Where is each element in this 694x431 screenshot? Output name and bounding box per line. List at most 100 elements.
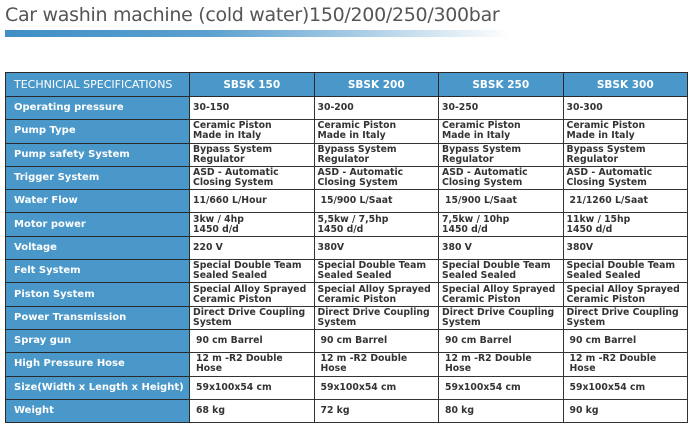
table-row: Power Transmission Direct Drive Coupling … [5,305,688,330]
spec-cell: Special Double Team Sealed Sealed [562,259,688,284]
spec-cell-line: Special Double Team [442,260,551,272]
spec-cell-line: Closing System [442,177,523,189]
spec-cell: 3kw / 4hp 1450 d/d [189,212,315,237]
spec-cell: 90 cm Barrel [438,328,564,354]
spec-cell: Special Double Team Sealed Sealed [189,259,315,284]
spec-cell-line: 21/1260 L/Saat [569,195,648,207]
spec-cell-line: 59x100x54 cm [196,381,272,393]
page-title: Car washin machine (cold water)150/200/2… [5,4,500,26]
spec-cell: 380 V [438,235,564,261]
spec-cell-line: ASD - Automatic [317,167,404,179]
spec-cell: Bypass System Regulator [562,142,688,167]
spec-cell-line: Sealed Sealed [566,270,641,282]
spec-cell-line: 380V [566,241,594,253]
spec-cell: 30-250 [438,95,564,121]
row-label: Spray gun [5,328,190,354]
spec-cell: Bypass System Regulator [313,142,439,167]
spec-cell: 11/660 L/Hour [189,189,315,214]
spec-cell-line: 90 cm Barrel [569,335,637,347]
spec-cell-line: Ceramic Piston [317,120,397,132]
row-label: Water Flow [5,189,190,214]
row-label: Size(Width x Length x Height) [5,375,190,400]
spec-cell-line: Bypass System [317,143,397,155]
spec-cell: 7,5kw / 10hp 1450 d/d [438,212,564,237]
table-row: Size(Width x Length x Height) 59x100x54 c… [5,375,688,400]
spec-cell-line: 220 V [193,241,223,253]
spec-cell-line: Made in Italy [193,130,262,142]
spec-cell-line: Bypass System [442,143,522,155]
spec-cell: Direct Drive Coupling System [313,305,439,330]
spec-cell: 59x100x54 cm [313,375,439,400]
spec-cell-line: 1450 d/d [193,223,239,235]
spec-cell: Special Double Team Sealed Sealed [313,259,439,284]
spec-cell: 15/900 L/Saat [313,189,439,214]
spec-cell-line: Special Alloy Sprayed [317,283,431,295]
spec-cell-line: Direct Drive Coupling System [442,306,555,328]
spec-cell-line: Special Double Team [566,260,676,272]
table-row: Spray gun 90 cm Barrel 90 cm Barrel 90 cm B… [5,328,688,354]
spec-cell-line: 12 m -R2 Double Hose [445,353,532,375]
spec-cell: Ceramic Piston Made in Italy [438,119,564,144]
spec-cell-line: 7,5kw / 10hp [442,213,510,225]
spec-cell-line: Regulator [317,153,370,165]
row-label: Voltage [5,235,190,261]
header-specifications: TECHNICIAL SPECIFICATIONS [5,72,190,97]
spec-cell: Ceramic Piston Made in Italy [562,119,688,144]
spec-cell-line: ASD - Automatic [566,167,653,179]
spec-cell-line: 90 cm Barrel [196,335,263,347]
spec-cell-line: Special Double Team [317,260,427,272]
table-row: Pump Type Ceramic Piston Made in Italy Cera… [5,119,688,144]
spec-table: TECHNICIAL SPECIFICATIONS SBSK 150 SBSK … [5,72,688,424]
spec-cell-line: Ceramic Piston [193,120,272,132]
spec-cell-line: Special Alloy Sprayed [193,283,307,295]
spec-cell-line: 59x100x54 cm [569,381,646,393]
spec-cell-line: Regulator [442,153,494,165]
spec-cell-line: 15/900 L/Saat [320,195,393,207]
spec-cell-line: 1450 d/d [317,223,364,235]
spec-cell: 380V [562,235,688,261]
spec-cell: Special Alloy Sprayed Ceramic Piston [189,282,315,307]
title-underline-bar [5,30,510,37]
spec-cell-line: Made in Italy [317,130,386,142]
spec-cell-line: 5,5kw / 7,5hp [317,213,389,225]
table-row: Piston System Special Alloy Sprayed Cerami… [5,282,688,307]
row-label: Pump Type [5,119,190,144]
spec-cell: Special Alloy Sprayed Ceramic Piston [562,282,688,307]
spec-cell: 68 kg [189,398,315,424]
spec-cell-line: 72 kg [320,405,350,416]
row-label: High Pressure Hose [5,352,190,377]
spec-cell: Direct Drive Coupling System [438,305,564,330]
row-label: Piston System [5,282,190,307]
spec-cell-line: Ceramic Piston [566,120,646,132]
spec-cell: 12 m -R2 Double Hose [562,352,688,377]
spec-cell: Ceramic Piston Made in Italy [189,119,315,144]
spec-cell: Special Alloy Sprayed Ceramic Piston [313,282,439,307]
header-sbsk-150: SBSK 150 [189,72,315,97]
spec-cell: ASD - Automatic Closing System [189,165,315,191]
spec-cell-line: 380 V [442,241,472,253]
spec-cell: 90 cm Barrel [313,328,439,354]
spec-cell: Direct Drive Coupling System [189,305,315,330]
spec-cell: 30-150 [189,95,315,121]
spec-cell: 72 kg [313,398,439,424]
spec-cell: ASD - Automatic Closing System [313,165,439,191]
row-label: Pump safety System [5,142,190,167]
spec-cell-line: 15/900 L/Saat [445,195,517,207]
spec-cell: 21/1260 L/Saat [562,189,688,214]
spec-cell-line: 380V [317,241,345,253]
row-label: Motor power [5,212,190,237]
table-row: High Pressure Hose 12 m -R2 Double Hose 12… [5,352,688,377]
spec-cell: 59x100x54 cm [189,375,315,400]
spec-cell: 90 cm Barrel [189,328,315,354]
spec-cell-line: 80 kg [445,405,475,416]
spec-cell-line: Made in Italy [566,130,635,142]
spec-cell-line: 59x100x54 cm [445,381,521,393]
row-label: Power Transmission [5,305,190,330]
spec-cell: 12 m -R2 Double Hose [189,352,315,377]
spec-cell-line: 1450 d/d [442,223,488,235]
spec-cell: 30-300 [562,95,688,121]
spec-cell: Special Alloy Sprayed Ceramic Piston [438,282,564,307]
spec-cell-line: Made in Italy [442,130,511,142]
spec-cell-line: 1450 d/d [566,223,613,235]
spec-cell-line: Ceramic Piston [566,293,646,305]
